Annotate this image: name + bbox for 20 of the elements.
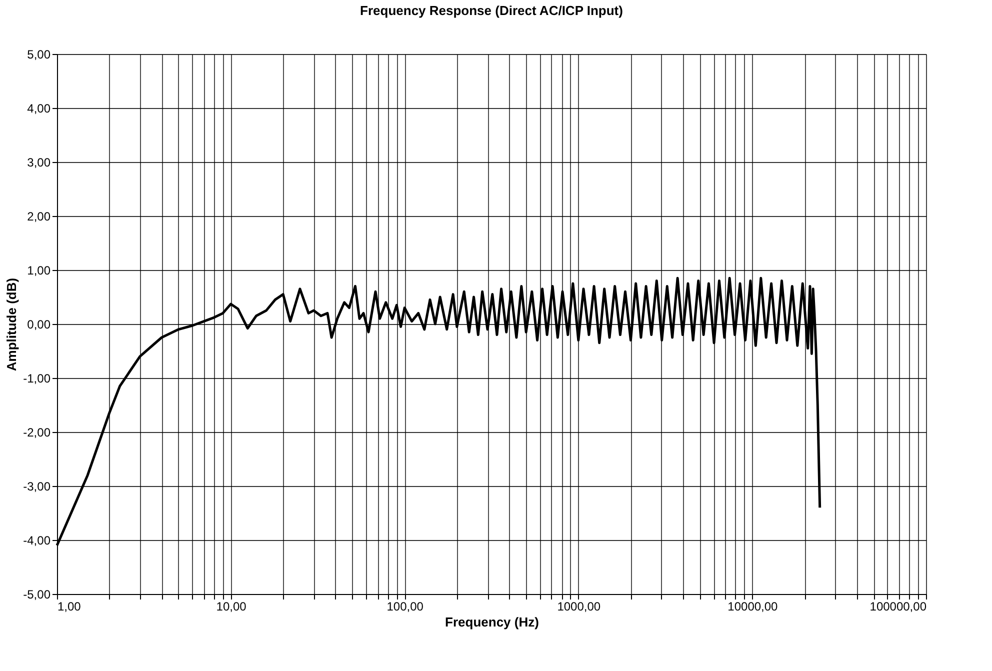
y-tick-label: -5,00 bbox=[23, 588, 51, 602]
chart-title: Frequency Response (Direct AC/ICP Input) bbox=[360, 3, 623, 18]
y-tick-label: 4,00 bbox=[27, 102, 51, 116]
y-tick-label: 1,00 bbox=[27, 264, 51, 278]
y-tick-label: -3,00 bbox=[23, 480, 51, 494]
y-tick-label: -4,00 bbox=[23, 534, 51, 548]
x-tick-label: 10000,00 bbox=[728, 600, 778, 614]
x-tick-label: 10,00 bbox=[216, 600, 247, 614]
x-tick-label: 100000,00 bbox=[870, 600, 927, 614]
y-axis-title: Amplitude (dB) bbox=[4, 278, 20, 372]
x-tick-label: 100,00 bbox=[386, 600, 424, 614]
x-tick-label: 1000,00 bbox=[557, 600, 601, 614]
y-tick-label: 0,00 bbox=[27, 318, 51, 332]
x-tick-label: 1,00 bbox=[58, 600, 82, 614]
y-tick-label: -1,00 bbox=[23, 372, 51, 386]
y-tick-label: -2,00 bbox=[23, 426, 51, 440]
y-tick-label: 3,00 bbox=[27, 156, 51, 170]
y-tick-label: 5,00 bbox=[27, 48, 51, 62]
y-tick-label: 2,00 bbox=[27, 210, 51, 224]
x-axis-title: Frequency (Hz) bbox=[445, 614, 539, 630]
